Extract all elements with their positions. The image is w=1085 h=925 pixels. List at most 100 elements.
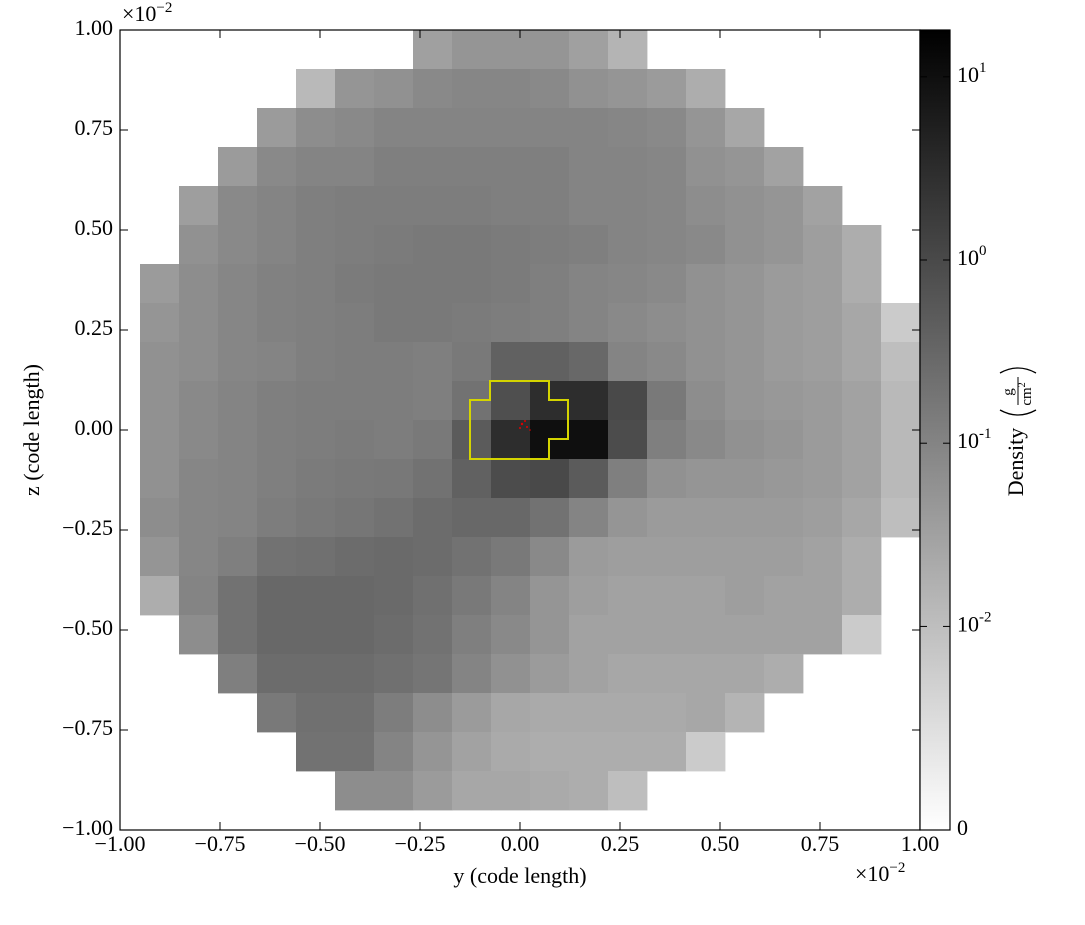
cell bbox=[335, 381, 375, 421]
cell bbox=[257, 693, 297, 733]
cell bbox=[647, 147, 687, 187]
cell bbox=[686, 615, 726, 655]
cell bbox=[803, 459, 843, 499]
cell bbox=[530, 69, 570, 109]
cell bbox=[179, 225, 219, 265]
cell bbox=[842, 459, 882, 499]
cell bbox=[530, 615, 570, 655]
cell bbox=[413, 342, 453, 382]
cell bbox=[842, 498, 882, 538]
cell bbox=[686, 225, 726, 265]
cell bbox=[725, 147, 765, 187]
cell bbox=[686, 420, 726, 460]
cell bbox=[608, 771, 648, 811]
cell bbox=[764, 459, 804, 499]
cell bbox=[725, 654, 765, 694]
cell bbox=[296, 186, 336, 226]
cell bbox=[608, 303, 648, 343]
offset-exponent: −2 bbox=[156, 0, 172, 16]
cell bbox=[491, 459, 531, 499]
colorbar-tick-label: 10-2 bbox=[957, 610, 992, 637]
cell bbox=[881, 498, 921, 538]
y-tick-label: −0.75 bbox=[62, 715, 113, 740]
cell bbox=[686, 537, 726, 577]
cell bbox=[374, 576, 414, 616]
cell bbox=[530, 264, 570, 304]
cell bbox=[374, 537, 414, 577]
cell bbox=[530, 30, 570, 70]
cell bbox=[647, 693, 687, 733]
y-offset-text: ×10−2 bbox=[122, 0, 172, 26]
cell bbox=[647, 225, 687, 265]
y-tick-label: 0.25 bbox=[75, 315, 114, 340]
cell bbox=[374, 69, 414, 109]
cell bbox=[491, 615, 531, 655]
colorbar-title: Density bbox=[1003, 428, 1028, 496]
cell bbox=[569, 576, 609, 616]
cell bbox=[647, 381, 687, 421]
cell bbox=[881, 381, 921, 421]
cell bbox=[608, 147, 648, 187]
cell bbox=[725, 381, 765, 421]
cell bbox=[335, 498, 375, 538]
cell bbox=[452, 537, 492, 577]
cell bbox=[764, 576, 804, 616]
cell bbox=[569, 732, 609, 772]
cell bbox=[686, 654, 726, 694]
x-tick-label: −0.25 bbox=[395, 831, 446, 856]
cell bbox=[803, 537, 843, 577]
cell bbox=[530, 771, 570, 811]
cell bbox=[608, 420, 648, 460]
y-axis-label: z (code length) bbox=[19, 364, 44, 496]
cell bbox=[374, 108, 414, 148]
y-tick-label: 0.00 bbox=[75, 415, 114, 440]
cell bbox=[764, 225, 804, 265]
cell bbox=[530, 225, 570, 265]
colorbar-tick-label: 0 bbox=[957, 815, 968, 840]
cell bbox=[452, 771, 492, 811]
cell bbox=[725, 693, 765, 733]
cell bbox=[335, 576, 375, 616]
cell bbox=[881, 342, 921, 382]
x-tick-label: −1.00 bbox=[95, 831, 146, 856]
cell bbox=[335, 264, 375, 304]
cell bbox=[296, 303, 336, 343]
cell bbox=[374, 186, 414, 226]
cell bbox=[725, 420, 765, 460]
cell bbox=[491, 498, 531, 538]
cell bbox=[764, 498, 804, 538]
cell bbox=[569, 264, 609, 304]
cell bbox=[686, 693, 726, 733]
cell bbox=[218, 342, 258, 382]
cell bbox=[530, 459, 570, 499]
cell bbox=[218, 381, 258, 421]
cell bbox=[413, 537, 453, 577]
cell bbox=[608, 537, 648, 577]
cell bbox=[413, 459, 453, 499]
x-offset-text: ×10−2 bbox=[855, 860, 905, 886]
cell bbox=[296, 615, 336, 655]
cell bbox=[647, 498, 687, 538]
cell bbox=[569, 498, 609, 538]
particles bbox=[519, 420, 531, 431]
cell bbox=[491, 732, 531, 772]
x-tick-label: −0.50 bbox=[295, 831, 346, 856]
cell bbox=[413, 615, 453, 655]
cell bbox=[530, 576, 570, 616]
cell bbox=[491, 186, 531, 226]
x-tick-label: 1.00 bbox=[901, 831, 940, 856]
cell bbox=[647, 615, 687, 655]
cell bbox=[257, 576, 297, 616]
cell bbox=[647, 342, 687, 382]
cell bbox=[491, 342, 531, 382]
unit-numerator: g bbox=[1000, 388, 1016, 396]
cell bbox=[530, 693, 570, 733]
cell bbox=[842, 342, 882, 382]
cell bbox=[608, 69, 648, 109]
y-tick-label: −0.25 bbox=[62, 515, 113, 540]
cell bbox=[140, 498, 180, 538]
cell bbox=[491, 654, 531, 694]
paren bbox=[999, 367, 1037, 374]
cell bbox=[179, 342, 219, 382]
